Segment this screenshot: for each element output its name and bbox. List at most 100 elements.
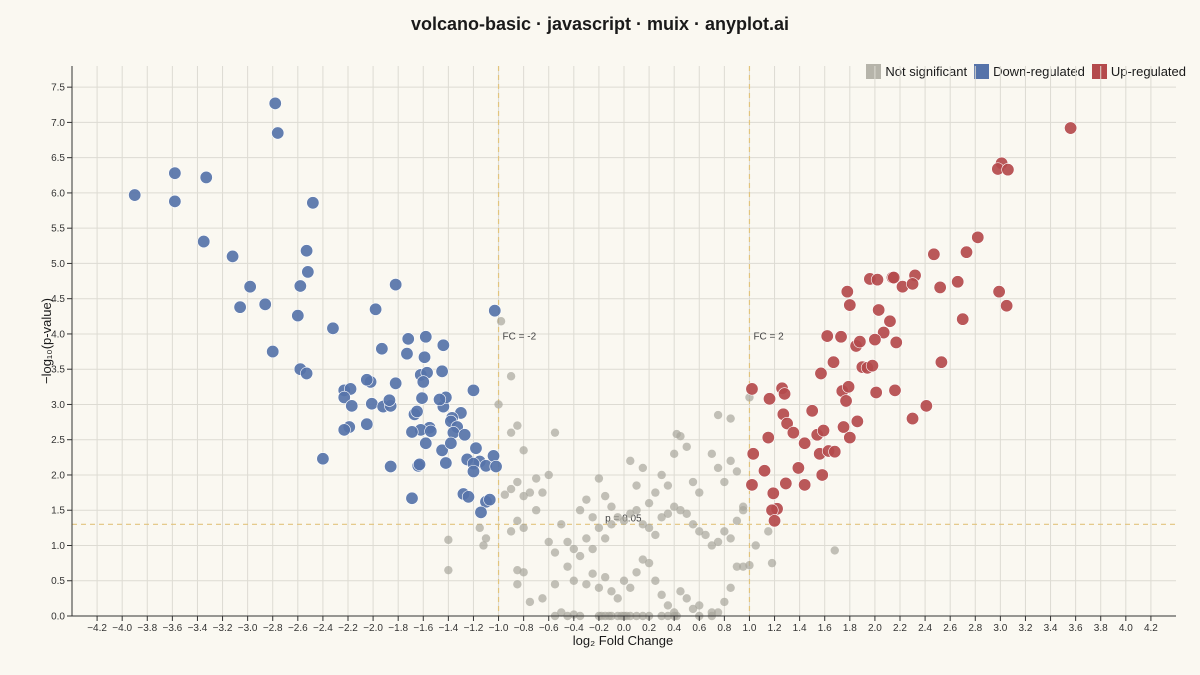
point-not-significant bbox=[682, 594, 691, 603]
point-not-significant bbox=[619, 516, 629, 526]
legend-label-up-regulated: Up-regulated bbox=[1110, 64, 1186, 79]
point-down-regulated bbox=[168, 166, 182, 180]
point-up-regulated bbox=[870, 273, 884, 287]
x-tick-label: 2.0 bbox=[868, 623, 882, 634]
legend-swatch-up-regulated bbox=[1091, 64, 1107, 79]
point-not-significant bbox=[682, 509, 691, 518]
y-tick-label: 4.5 bbox=[51, 294, 65, 305]
point-down-regulated bbox=[337, 390, 351, 404]
point-not-significant bbox=[638, 463, 648, 473]
point-up-regulated bbox=[906, 277, 920, 291]
y-tick-label: 0.5 bbox=[51, 576, 65, 587]
point-down-regulated bbox=[226, 249, 240, 263]
point-down-regulated bbox=[419, 436, 433, 450]
point-up-regulated bbox=[843, 431, 857, 445]
y-tick-label: 3.5 bbox=[51, 365, 65, 376]
point-not-significant bbox=[651, 530, 660, 540]
point-down-regulated bbox=[300, 244, 314, 258]
point-down-regulated bbox=[446, 426, 460, 440]
point-down-regulated bbox=[405, 491, 419, 505]
x-tick-label: 0.0 bbox=[617, 623, 631, 634]
point-down-regulated bbox=[405, 425, 419, 439]
point-up-regulated bbox=[827, 355, 841, 369]
point-down-regulated bbox=[418, 350, 432, 364]
point-down-regulated bbox=[466, 464, 480, 478]
point-not-significant bbox=[713, 410, 723, 420]
point-not-significant bbox=[726, 583, 735, 592]
y-tick-label: 2.5 bbox=[51, 435, 65, 446]
x-tick-label: −0.6 bbox=[539, 623, 559, 634]
x-tick-label: 3.6 bbox=[1069, 623, 1083, 634]
point-up-regulated bbox=[745, 478, 759, 492]
point-not-significant bbox=[682, 442, 691, 451]
point-down-regulated bbox=[266, 345, 280, 359]
legend-item-up-regulated: Up-regulated bbox=[1091, 64, 1186, 79]
point-not-significant bbox=[738, 502, 748, 511]
point-up-regulated bbox=[868, 333, 882, 347]
point-not-significant bbox=[713, 537, 723, 547]
point-not-significant bbox=[657, 470, 666, 480]
point-not-significant bbox=[569, 576, 579, 585]
point-not-significant bbox=[613, 594, 622, 603]
y-tick-label: 1.0 bbox=[51, 541, 65, 552]
point-not-significant bbox=[632, 481, 641, 490]
point-not-significant bbox=[525, 488, 535, 497]
point-down-regulated bbox=[258, 297, 272, 311]
point-not-significant bbox=[506, 428, 516, 437]
point-not-significant bbox=[594, 523, 604, 533]
point-not-significant bbox=[720, 527, 729, 536]
point-not-significant bbox=[732, 516, 742, 526]
point-down-regulated bbox=[389, 278, 403, 292]
point-not-significant bbox=[663, 601, 673, 610]
point-down-regulated bbox=[410, 405, 424, 419]
x-tick-label: −3.0 bbox=[238, 623, 258, 634]
point-up-regulated bbox=[850, 414, 864, 428]
point-not-significant bbox=[544, 470, 553, 480]
point-up-regulated bbox=[745, 382, 759, 396]
point-up-regulated bbox=[766, 486, 780, 500]
point-not-significant bbox=[663, 509, 673, 518]
grid bbox=[72, 66, 1176, 617]
point-not-significant bbox=[494, 400, 503, 409]
point-not-significant bbox=[707, 541, 717, 550]
point-down-regulated bbox=[435, 443, 449, 457]
y-tick-label: 1.5 bbox=[51, 506, 65, 517]
point-not-significant bbox=[575, 551, 585, 561]
point-up-regulated bbox=[951, 275, 965, 289]
point-up-regulated bbox=[839, 394, 853, 408]
y-axis-label: −log₁₀(p-value) bbox=[39, 298, 54, 384]
point-not-significant bbox=[496, 317, 506, 326]
legend: Not significant Down-regulated Up-regula… bbox=[866, 64, 1186, 79]
y-tick-label: 3.0 bbox=[51, 400, 65, 411]
point-down-regulated bbox=[306, 196, 320, 210]
point-up-regulated bbox=[834, 330, 848, 344]
x-tick-label: −1.6 bbox=[413, 623, 433, 634]
point-not-significant bbox=[669, 502, 679, 511]
point-not-significant bbox=[764, 527, 773, 536]
point-not-significant bbox=[531, 506, 541, 515]
point-not-significant bbox=[513, 580, 522, 589]
point-up-regulated bbox=[820, 329, 834, 343]
point-not-significant bbox=[688, 520, 698, 529]
point-not-significant bbox=[830, 546, 839, 555]
point-not-significant bbox=[557, 608, 566, 617]
x-tick-label: −1.8 bbox=[388, 623, 408, 634]
point-up-regulated bbox=[887, 271, 901, 285]
point-not-significant bbox=[569, 610, 579, 619]
x-tick-label: −2.8 bbox=[263, 623, 283, 634]
point-not-significant bbox=[632, 506, 641, 515]
point-up-regulated bbox=[798, 478, 812, 492]
point-not-significant bbox=[557, 520, 566, 529]
point-not-significant bbox=[607, 587, 616, 596]
y-tick-label: 7.0 bbox=[51, 118, 65, 129]
point-not-significant bbox=[500, 490, 510, 499]
point-down-regulated bbox=[197, 235, 211, 249]
x-tick-label: −3.2 bbox=[213, 623, 233, 634]
x-tick-label: 3.0 bbox=[993, 623, 1007, 634]
point-down-regulated bbox=[413, 457, 427, 471]
point-not-significant bbox=[726, 456, 735, 466]
point-not-significant bbox=[563, 562, 572, 571]
point-up-regulated bbox=[956, 312, 970, 326]
legend-item-not-significant: Not significant bbox=[866, 64, 967, 79]
